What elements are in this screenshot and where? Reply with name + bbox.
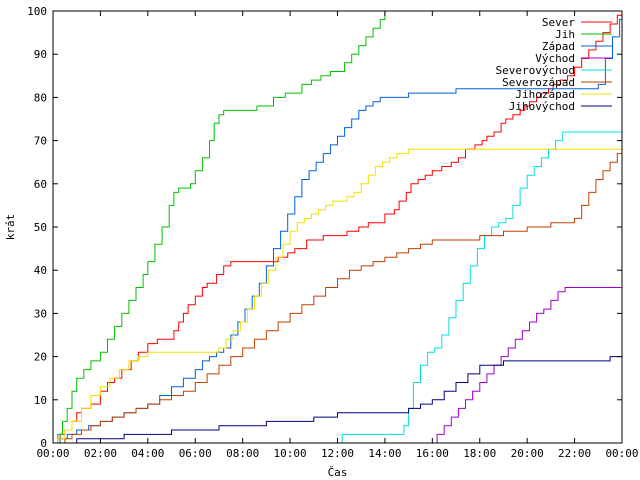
series-line-8 — [53, 348, 623, 444]
y-tick-label: 10 — [34, 394, 47, 407]
y-tick-label: 40 — [34, 264, 47, 277]
x-tick-label: 20:00 — [511, 447, 544, 460]
legend-label-4: Východ — [535, 52, 575, 65]
series-line-4 — [53, 287, 622, 444]
x-tick-label: 18:00 — [463, 447, 496, 460]
legend-label-6: Severozápad — [502, 76, 575, 89]
legend-label-5: Severovýchod — [496, 64, 575, 77]
x-tick-label: 12:00 — [321, 447, 354, 460]
y-tick-label: 20 — [34, 351, 47, 364]
x-tick-label: 14:00 — [368, 447, 401, 460]
x-tick-label: 00:00 — [36, 447, 69, 460]
series-line-2 — [53, 11, 386, 444]
x-tick-label: 22:00 — [558, 447, 591, 460]
y-tick-label: 80 — [34, 91, 47, 104]
series-layer — [53, 11, 623, 444]
x-tick-label: 00:00 — [605, 447, 638, 460]
legend-label-3: Západ — [542, 40, 575, 53]
x-tick-label: 06:00 — [179, 447, 212, 460]
x-tick-label: 10:00 — [274, 447, 307, 460]
x-axis-label: Čas — [328, 466, 348, 479]
y-axis-label: krát — [4, 214, 17, 241]
x-tick-label: 08:00 — [226, 447, 259, 460]
y-tick-label: 90 — [34, 48, 47, 61]
legend-label-7: Jihozápad — [515, 88, 575, 101]
x-tick-label: 16:00 — [416, 447, 449, 460]
y-tick-label: 30 — [34, 307, 47, 320]
y-tick-label: 60 — [34, 178, 47, 191]
legend-label-8: Jihovýchod — [509, 100, 575, 113]
y-tick-label: 70 — [34, 135, 47, 148]
legend: SeverJihZápadVýchodSeverovýchodSeverozáp… — [496, 16, 612, 113]
legend-label-1: Sever — [542, 16, 575, 29]
series-line-6 — [53, 140, 623, 444]
x-tick-label: 04:00 — [131, 447, 164, 460]
y-tick-label: 0 — [40, 437, 47, 450]
x-tick-label: 02:00 — [84, 447, 117, 460]
ticks-layer: 0 10 20 30 40 50 60 70 80 90 100 00:00 02:00 04:00 06:… — [27, 5, 638, 460]
y-tick-label: 50 — [34, 221, 47, 234]
y-tick-label: 100 — [27, 5, 47, 18]
series-line-1 — [53, 11, 623, 444]
legend-label-2: Jih — [555, 28, 575, 41]
series-line-7 — [53, 148, 622, 444]
